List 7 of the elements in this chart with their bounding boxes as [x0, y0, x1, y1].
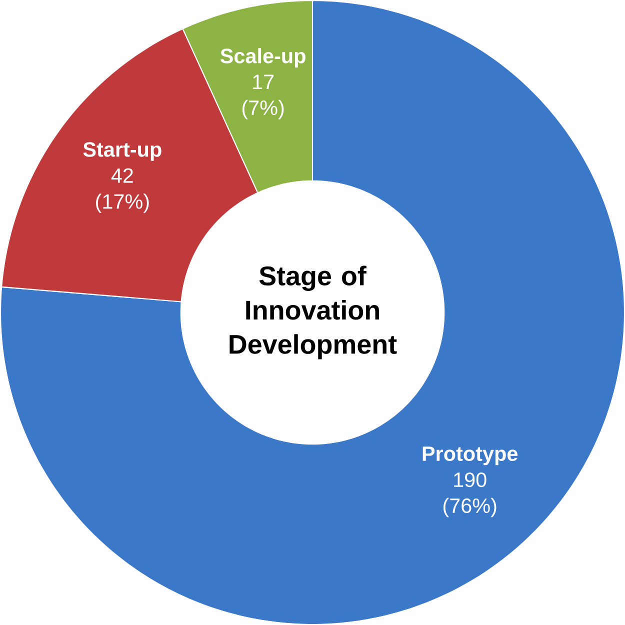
text: Stage of Innovation Development: [230, 266, 397, 360]
data-label: 42 (17%): [96, 168, 149, 213]
slice-label: Prototype: [422, 446, 518, 466]
data-label: 190 (76%): [443, 472, 496, 518]
data-label: 17 (7%): [242, 74, 284, 120]
slice-label: Scale-up: [220, 48, 306, 68]
slice-label: Start-up: [83, 142, 162, 161]
